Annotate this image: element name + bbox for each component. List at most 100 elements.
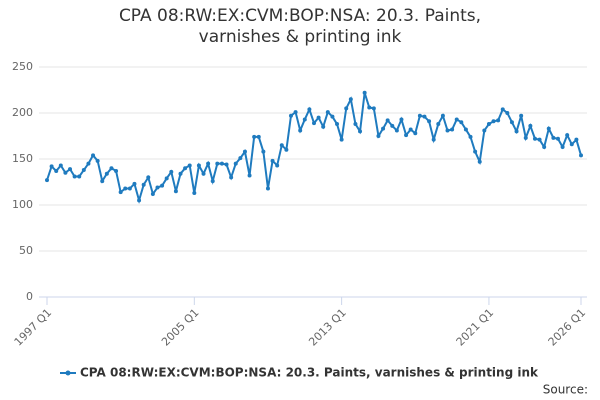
point: [422, 114, 427, 119]
source: Source:: [543, 383, 588, 397]
point: [132, 181, 137, 186]
point: [49, 164, 54, 169]
point: [247, 173, 252, 178]
point: [307, 107, 312, 112]
point: [555, 136, 560, 141]
point: [454, 117, 459, 122]
point: [431, 137, 436, 142]
point: [560, 145, 565, 150]
point: [45, 178, 49, 183]
point: [252, 134, 257, 139]
point: [569, 142, 574, 147]
point: [160, 183, 165, 188]
point: [293, 110, 298, 115]
x-tick-label: 2005 Q1: [159, 306, 202, 349]
point: [463, 127, 468, 132]
point: [371, 106, 376, 111]
point: [215, 161, 220, 166]
point: [284, 147, 289, 152]
y-tick-label: 150: [12, 152, 33, 165]
point: [210, 179, 215, 184]
point: [114, 168, 119, 173]
point: [54, 168, 59, 173]
point: [256, 134, 261, 139]
y-tick-label: 0: [26, 290, 33, 303]
point: [394, 128, 399, 133]
x-tick-label: 2026 Q1: [546, 306, 589, 349]
point: [178, 171, 183, 176]
point: [579, 153, 583, 158]
point: [477, 159, 482, 164]
point: [344, 106, 349, 111]
point: [146, 175, 151, 180]
point: [551, 135, 556, 140]
point: [440, 113, 445, 118]
point: [404, 133, 409, 138]
point: [164, 176, 169, 181]
point: [233, 161, 238, 166]
x-tick-label: 2013 Q1: [306, 306, 349, 349]
legend-marker: [65, 370, 71, 376]
point: [367, 105, 372, 110]
point: [81, 168, 86, 173]
point: [169, 169, 174, 174]
point: [358, 129, 363, 134]
point: [496, 118, 501, 123]
point: [77, 174, 82, 179]
point: [109, 166, 114, 171]
point: [381, 126, 386, 131]
legend-label: CPA 08:RW:EX:CVM:BOP:NSA: 20.3. Paints, …: [80, 366, 539, 380]
point: [486, 122, 491, 127]
point: [196, 163, 201, 168]
point: [546, 126, 551, 131]
point: [321, 124, 326, 129]
point: [58, 163, 63, 168]
point: [192, 191, 197, 196]
point: [574, 137, 579, 142]
point: [500, 107, 505, 112]
point: [173, 189, 178, 194]
point: [275, 163, 280, 168]
point: [427, 119, 432, 124]
point: [436, 122, 441, 127]
point: [473, 149, 478, 154]
point: [123, 186, 128, 191]
point: [542, 145, 547, 150]
point: [137, 198, 142, 203]
point: [127, 186, 132, 191]
point: [523, 135, 528, 140]
point: [376, 134, 381, 138]
point: [335, 122, 340, 127]
point: [302, 117, 307, 122]
y-tick-label: 200: [12, 106, 33, 119]
point: [316, 115, 321, 120]
point: [362, 90, 367, 95]
point: [183, 166, 188, 171]
point: [91, 153, 96, 158]
point: [325, 110, 330, 115]
point: [224, 162, 229, 167]
point: [509, 120, 514, 125]
point: [339, 137, 344, 142]
y-tick-label: 50: [19, 244, 33, 257]
point: [219, 161, 224, 166]
point: [229, 175, 234, 180]
point: [261, 149, 266, 154]
point: [150, 191, 155, 196]
point: [265, 186, 270, 191]
point: [72, 174, 77, 179]
x-tick-label: 2021 Q1: [454, 306, 497, 349]
point: [288, 113, 293, 118]
point: [104, 171, 109, 176]
chart-title: CPA 08:RW:EX:CVM:BOP:NSA: 20.3. Paints, …: [118, 6, 482, 47]
point: [413, 131, 418, 136]
point: [390, 123, 395, 128]
point: [187, 163, 192, 168]
point: [68, 167, 73, 172]
y-tick-label: 100: [12, 198, 33, 211]
point: [100, 179, 105, 184]
point: [63, 170, 68, 175]
point: [482, 128, 487, 133]
